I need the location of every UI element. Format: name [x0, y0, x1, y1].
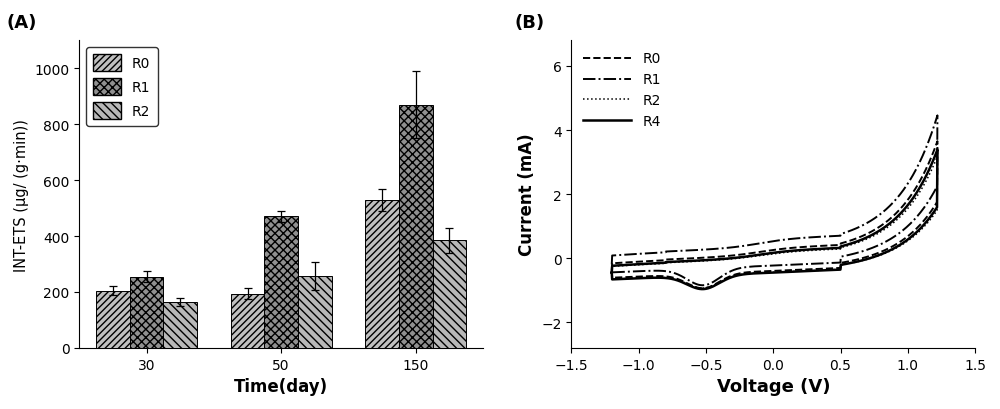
X-axis label: Time(day): Time(day) — [234, 377, 328, 395]
Bar — [130, 277, 163, 348]
Bar — [433, 240, 466, 348]
Bar — [365, 200, 399, 348]
Y-axis label: INT-ETS (μg/ (g·min)): INT-ETS (μg/ (g·min)) — [14, 118, 29, 271]
Bar — [163, 302, 197, 348]
Bar — [399, 106, 433, 348]
Legend: R0, R1, R2, R4: R0, R1, R2, R4 — [578, 48, 665, 133]
Text: (A): (A) — [7, 14, 37, 32]
Bar — [231, 294, 264, 348]
Bar — [298, 276, 332, 348]
Bar — [264, 217, 298, 348]
Legend: R0, R1, R2: R0, R1, R2 — [86, 48, 158, 127]
X-axis label: Voltage (V): Voltage (V) — [717, 377, 830, 395]
Text: (B): (B) — [515, 14, 545, 32]
Y-axis label: Current (mA): Current (mA) — [518, 133, 536, 256]
Bar — [96, 291, 130, 348]
